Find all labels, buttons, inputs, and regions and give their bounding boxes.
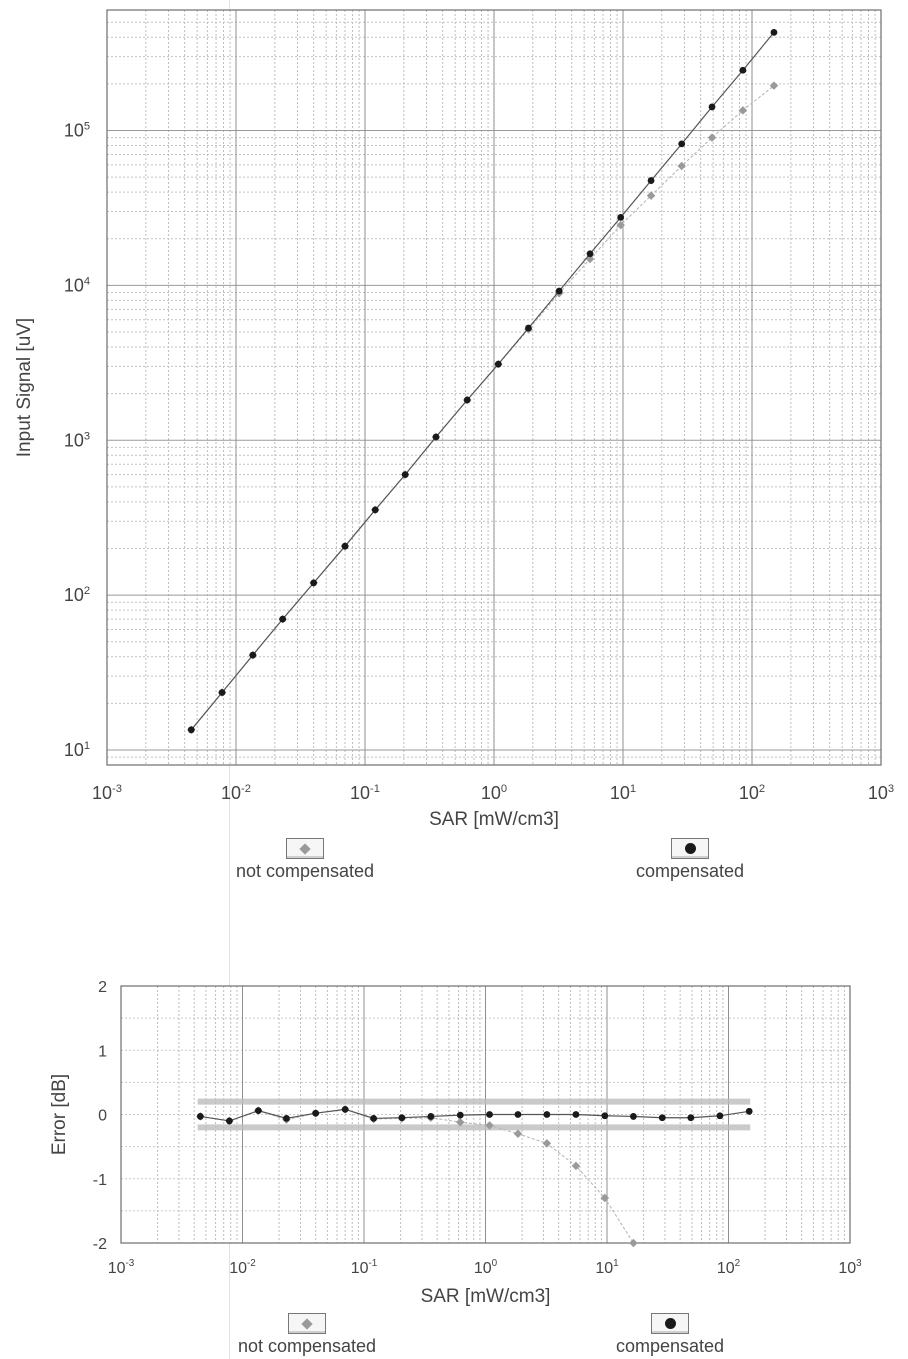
- data-point-compensated: [225, 1117, 233, 1125]
- data-point-not-compensated: [456, 1117, 465, 1127]
- data-point-compensated: [486, 1111, 493, 1118]
- x-tick-label: 10-2: [221, 783, 251, 803]
- data-point-compensated: [218, 689, 226, 696]
- series-line-compensated: [190, 32, 775, 731]
- data-point-compensated: [187, 726, 195, 734]
- y-tick-label: 0: [98, 1108, 107, 1125]
- data-point-compensated: [432, 433, 440, 441]
- data-point-compensated: [371, 506, 379, 514]
- legend-bottom-not-compensated: not compensated: [212, 1313, 402, 1357]
- legend-top-compensated: compensated: [605, 838, 775, 882]
- data-point-compensated: [514, 1111, 522, 1118]
- data-point-compensated: [739, 66, 747, 74]
- plot-frame: [120, 985, 851, 1244]
- data-point-compensated: [708, 103, 716, 111]
- data-point-compensated: [716, 1112, 724, 1120]
- y-tick-label: 1: [98, 1043, 107, 1060]
- x-tick-label: 102: [717, 1258, 741, 1277]
- data-point-compensated: [341, 1105, 349, 1113]
- data-point-not-compensated: [485, 1121, 494, 1130]
- data-point-compensated: [601, 1112, 609, 1120]
- data-point-compensated: [572, 1111, 580, 1118]
- data-point-not-compensated: [629, 1238, 638, 1248]
- legend-diamond-icon: [286, 838, 324, 859]
- x-tick-label: 10-1: [351, 1258, 378, 1277]
- data-point-not-compensated: [571, 1161, 581, 1171]
- y-tick-label: 102: [64, 585, 90, 605]
- data-point-compensated: [617, 213, 625, 221]
- input-signal-chart: 10-3 10-2 10-1 100 101 102 103 101 102 103 104 105 S…: [14, 9, 894, 830]
- x-tick-label: 10-3: [92, 783, 122, 803]
- data-point-compensated: [525, 324, 532, 332]
- x-tick-label: 103: [868, 783, 894, 803]
- data-point-compensated: [249, 651, 257, 659]
- x-tick-label: 10-1: [350, 783, 380, 803]
- data-point-compensated: [283, 1114, 290, 1122]
- series-line-not-compensated: [200, 1108, 634, 1244]
- data-point-compensated: [463, 396, 471, 404]
- data-point-compensated: [770, 29, 778, 36]
- data-point-compensated: [401, 471, 409, 479]
- data-point-compensated: [494, 360, 502, 368]
- y-tick-label: 2: [98, 979, 107, 996]
- data-point-compensated: [427, 1113, 435, 1120]
- data-point-compensated: [398, 1114, 406, 1122]
- data-point-compensated: [279, 615, 287, 623]
- data-point-compensated: [310, 579, 318, 587]
- x-tick-label: 100: [481, 783, 507, 803]
- x-axis-label: SAR [mW/cm3]: [429, 809, 559, 830]
- y-tick-label: 104: [64, 275, 90, 295]
- legend-diamond-icon: [288, 1313, 326, 1334]
- data-point-compensated: [341, 542, 349, 550]
- data-point-compensated: [196, 1113, 204, 1120]
- data-point-not-compensated: [600, 1193, 610, 1203]
- y-axis-label: Error [dB]: [49, 1074, 70, 1155]
- data-point-compensated: [312, 1109, 320, 1117]
- x-tick-label: 101: [595, 1258, 619, 1277]
- legend-top-not-compensated: not compensated: [210, 838, 400, 882]
- x-tick-label: 101: [610, 783, 636, 803]
- x-tick-label: 10-2: [229, 1258, 256, 1277]
- data-point-compensated: [586, 250, 594, 258]
- data-point-not-compensated: [542, 1139, 552, 1148]
- legend-label: compensated: [635, 861, 745, 881]
- legend-label: not compensated: [235, 861, 375, 881]
- data-point-not-compensated: [513, 1129, 523, 1139]
- data-point-compensated: [254, 1107, 262, 1115]
- y-tick-label: 105: [64, 121, 90, 141]
- x-axis-label: SAR [mW/cm3]: [421, 1286, 551, 1307]
- legend-label: not compensated: [237, 1336, 377, 1356]
- data-point-compensated: [456, 1111, 464, 1119]
- data-point-compensated: [658, 1114, 666, 1122]
- data-point-compensated: [370, 1114, 378, 1122]
- data-point-compensated: [630, 1113, 637, 1120]
- legend-dot-icon: [651, 1313, 689, 1334]
- data-point-compensated: [555, 287, 563, 295]
- data-point-compensated: [678, 140, 686, 148]
- legend-dot-icon: [671, 838, 709, 859]
- legend-label: compensated: [615, 1336, 725, 1356]
- plot-frame: [106, 9, 882, 766]
- series-line-compensated: [200, 1108, 750, 1122]
- x-tick-label: 103: [838, 1258, 862, 1277]
- x-tick-label: 102: [739, 783, 765, 803]
- data-point-compensated: [543, 1111, 551, 1118]
- y-tick-label: -1: [93, 1172, 107, 1189]
- y-tick-label: 101: [64, 740, 90, 760]
- x-tick-label: 100: [474, 1258, 498, 1277]
- legend-bottom-compensated: compensated: [585, 1313, 755, 1357]
- x-tick-label: 10-3: [108, 1258, 135, 1277]
- y-tick-label: 103: [64, 430, 90, 450]
- data-point-compensated: [745, 1107, 753, 1115]
- y-axis-label: Input Signal [uV]: [14, 318, 35, 457]
- data-point-compensated: [647, 177, 655, 184]
- data-point-compensated: [687, 1114, 695, 1122]
- y-tick-label: -2: [93, 1236, 107, 1253]
